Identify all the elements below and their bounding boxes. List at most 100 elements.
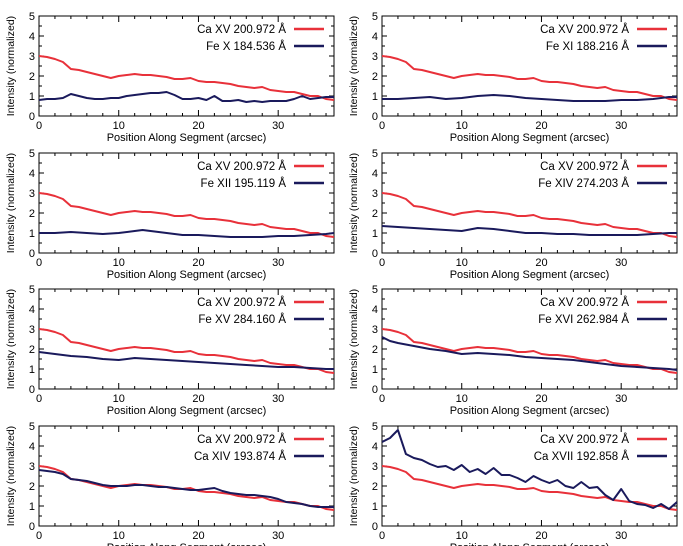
x-tick-label: 20 — [192, 257, 204, 269]
series-line-navy — [39, 229, 334, 238]
y-tick-label: 2 — [29, 344, 35, 356]
x-tick-label: 10 — [113, 393, 125, 405]
y-tick-label: 4 — [372, 441, 378, 453]
legend-label: Ca XV 200.972 Å — [197, 160, 286, 173]
legend-label: Fe XV 284.160 Å — [198, 313, 286, 326]
y-tick-label: 3 — [29, 324, 35, 336]
axes-frame — [38, 288, 335, 390]
legend-label: Fe XI 188.216 Å — [546, 40, 629, 53]
y-axis-label: Intensity (normalized) — [5, 289, 17, 389]
x-tick-label: 30 — [272, 530, 284, 542]
legend-label: Ca XV 200.972 Å — [197, 23, 286, 36]
x-axis-label: Position Along Segment (arcsec) — [450, 269, 610, 281]
y-tick-label: 5 — [372, 421, 378, 433]
y-tick-label: 5 — [29, 421, 35, 433]
series-line-red — [39, 192, 334, 238]
y-tick-label: 4 — [29, 304, 35, 316]
x-tick-label: 10 — [456, 257, 468, 269]
legend-label: Ca XV 200.972 Å — [540, 433, 629, 446]
x-tick-label: 10 — [456, 393, 468, 405]
series-line-navy — [382, 429, 677, 510]
y-tick-label: 3 — [372, 461, 378, 473]
x-tick-label: 0 — [379, 120, 385, 132]
series-line-navy — [382, 94, 677, 102]
x-tick-label: 30 — [615, 393, 627, 405]
y-tick-label: 1 — [29, 91, 35, 103]
x-tick-label: 10 — [456, 120, 468, 132]
x-tick-label: 20 — [535, 257, 547, 269]
y-tick-label: 4 — [372, 31, 378, 43]
x-tick-label: 0 — [36, 530, 42, 542]
x-tick-label: 0 — [379, 257, 385, 269]
legend-label: Ca XV 200.972 Å — [540, 296, 629, 309]
y-tick-label: 5 — [372, 284, 378, 296]
y-axis-label: Intensity (normalized) — [348, 16, 360, 116]
x-tick-label: 10 — [456, 530, 468, 542]
x-tick-label: 30 — [272, 120, 284, 132]
y-axis-label: Intensity (normalized) — [348, 289, 360, 389]
legend-label: Fe XII 195.119 Å — [201, 177, 287, 190]
legend-label: Fe XIV 274.203 Å — [538, 177, 629, 190]
y-tick-label: 3 — [372, 188, 378, 200]
y-tick-label: 1 — [372, 364, 378, 376]
series-line-navy — [39, 91, 334, 103]
x-tick-label: 10 — [113, 257, 125, 269]
panel-4: 0 1 2 3 4 5 0 10 20 30 Position Along Segment (arc… — [348, 148, 678, 281]
y-axis-label: Intensity (normalized) — [348, 153, 360, 253]
panel-1: 0 1 2 3 4 5 0 10 20 30 Position Along Segment (arc… — [5, 11, 335, 144]
y-tick-label: 1 — [372, 91, 378, 103]
y-tick-label: 1 — [372, 228, 378, 240]
y-tick-label: 0 — [372, 111, 378, 123]
series-line-navy — [39, 351, 334, 370]
series-line-red — [39, 55, 334, 101]
x-tick-label: 20 — [535, 530, 547, 542]
x-axis-label: Position Along Segment (arcsec) — [450, 132, 610, 144]
panel-2: 0 1 2 3 4 5 0 10 20 30 Position Along Segment (arc… — [348, 11, 678, 144]
legend-label: Ca XV 200.972 Å — [197, 433, 286, 446]
y-tick-label: 2 — [372, 208, 378, 220]
axes-frame — [38, 152, 335, 254]
series-line-red — [382, 328, 677, 374]
x-tick-label: 0 — [36, 120, 42, 132]
x-axis-label: Position Along Segment (arcsec) — [107, 542, 267, 546]
x-tick-label: 20 — [535, 393, 547, 405]
y-tick-label: 1 — [29, 364, 35, 376]
y-axis-label: Intensity (normalized) — [348, 426, 360, 526]
x-tick-label: 0 — [36, 257, 42, 269]
legend-label: Fe X 184.536 Å — [206, 40, 286, 53]
legend-label: Ca XV 200.972 Å — [540, 160, 629, 173]
y-tick-label: 4 — [29, 168, 35, 180]
axes-frame — [381, 425, 678, 527]
y-tick-label: 0 — [372, 384, 378, 396]
panel-8: 0 1 2 3 4 5 0 10 20 30 Position Along Segment (arc… — [348, 421, 678, 546]
axes-frame — [381, 152, 678, 254]
y-tick-label: 1 — [29, 228, 35, 240]
y-tick-label: 5 — [29, 284, 35, 296]
x-tick-label: 10 — [113, 530, 125, 542]
y-tick-label: 2 — [372, 71, 378, 83]
y-tick-label: 4 — [29, 31, 35, 43]
y-tick-label: 5 — [372, 148, 378, 160]
y-tick-label: 5 — [372, 11, 378, 23]
y-tick-label: 3 — [29, 188, 35, 200]
y-tick-label: 4 — [372, 304, 378, 316]
axes-frame — [38, 425, 335, 527]
axes-frame — [381, 288, 678, 390]
y-tick-label: 3 — [372, 51, 378, 63]
x-axis-label: Position Along Segment (arcsec) — [107, 269, 267, 281]
series-line-red — [382, 465, 677, 511]
series-line-red — [39, 328, 334, 374]
legend-label: Ca XV 200.972 Å — [197, 296, 286, 309]
panel-5: 0 1 2 3 4 5 0 10 20 30 Position Along Segment (arc… — [5, 284, 335, 417]
x-tick-label: 0 — [379, 530, 385, 542]
y-tick-label: 0 — [29, 521, 35, 533]
series-line-navy — [382, 336, 677, 371]
series-line-red — [382, 55, 677, 101]
y-tick-label: 2 — [372, 481, 378, 493]
y-tick-label: 5 — [29, 148, 35, 160]
y-tick-label: 0 — [372, 248, 378, 260]
panel-6: 0 1 2 3 4 5 0 10 20 30 Position Along Segment (arc… — [348, 284, 678, 417]
x-axis-label: Position Along Segment (arcsec) — [107, 132, 267, 144]
y-tick-label: 0 — [29, 111, 35, 123]
